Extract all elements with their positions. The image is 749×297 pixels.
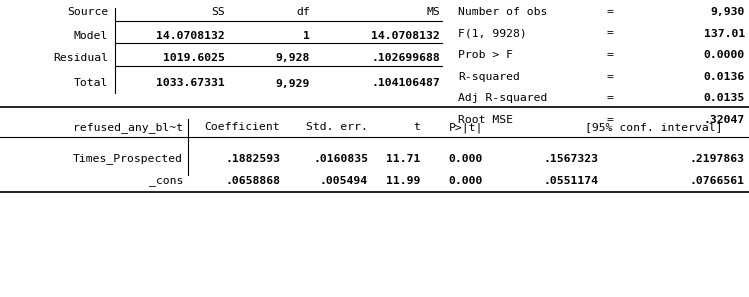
- Text: Coefficient: Coefficient: [204, 122, 280, 132]
- Text: Prob > F: Prob > F: [458, 50, 513, 60]
- Text: .1567323: .1567323: [543, 154, 598, 164]
- Text: _cons: _cons: [148, 176, 183, 186]
- Text: .104106487: .104106487: [372, 78, 440, 89]
- Text: 0.0136: 0.0136: [704, 72, 745, 82]
- Text: 0.0135: 0.0135: [704, 93, 745, 103]
- Text: 9,928: 9,928: [276, 53, 310, 63]
- Text: =: =: [607, 115, 613, 125]
- Text: R-squared: R-squared: [458, 72, 520, 82]
- Text: =: =: [607, 29, 613, 39]
- Text: .1882593: .1882593: [225, 154, 280, 164]
- Text: .2197863: .2197863: [690, 154, 745, 164]
- Text: Residual: Residual: [53, 53, 108, 63]
- Text: 14.0708132: 14.0708132: [372, 31, 440, 41]
- Text: 1: 1: [303, 31, 310, 41]
- Text: .0160835: .0160835: [313, 154, 368, 164]
- Text: =: =: [607, 7, 613, 17]
- Text: Number of obs: Number of obs: [458, 7, 548, 17]
- Text: MS: MS: [426, 7, 440, 17]
- Text: Times_Prospected: Times_Prospected: [73, 154, 183, 165]
- Text: .0658868: .0658868: [225, 176, 280, 186]
- Text: .32047: .32047: [704, 115, 745, 125]
- Text: .0551174: .0551174: [543, 176, 598, 186]
- Text: 11.99: 11.99: [386, 176, 420, 186]
- Text: Root MSE: Root MSE: [458, 115, 513, 125]
- Text: 1019.6025: 1019.6025: [163, 53, 225, 63]
- Text: 9,929: 9,929: [276, 78, 310, 89]
- Text: 0.0000: 0.0000: [704, 50, 745, 60]
- Text: F(1, 9928): F(1, 9928): [458, 29, 527, 39]
- Text: refused_any_bl~t: refused_any_bl~t: [73, 122, 183, 133]
- Text: 137.01: 137.01: [704, 29, 745, 39]
- Text: 0.000: 0.000: [449, 176, 483, 186]
- Text: Std. err.: Std. err.: [306, 122, 368, 132]
- Text: =: =: [607, 50, 613, 60]
- Text: 0.000: 0.000: [449, 154, 483, 164]
- Text: Model: Model: [73, 31, 108, 41]
- Text: 11.71: 11.71: [386, 154, 420, 164]
- Text: 1033.67331: 1033.67331: [157, 78, 225, 89]
- Text: SS: SS: [211, 7, 225, 17]
- Text: .0766561: .0766561: [690, 176, 745, 186]
- Text: [95% conf. interval]: [95% conf. interval]: [585, 122, 723, 132]
- Text: P>|t|: P>|t|: [449, 122, 483, 133]
- Text: =: =: [607, 72, 613, 82]
- Text: 14.0708132: 14.0708132: [157, 31, 225, 41]
- Text: Total: Total: [73, 78, 108, 89]
- Text: df: df: [297, 7, 310, 17]
- Text: =: =: [607, 93, 613, 103]
- Text: .102699688: .102699688: [372, 53, 440, 63]
- Text: 9,930: 9,930: [711, 7, 745, 17]
- Text: Source: Source: [67, 7, 108, 17]
- Text: t: t: [413, 122, 420, 132]
- Text: Adj R-squared: Adj R-squared: [458, 93, 548, 103]
- Text: .005494: .005494: [320, 176, 368, 186]
